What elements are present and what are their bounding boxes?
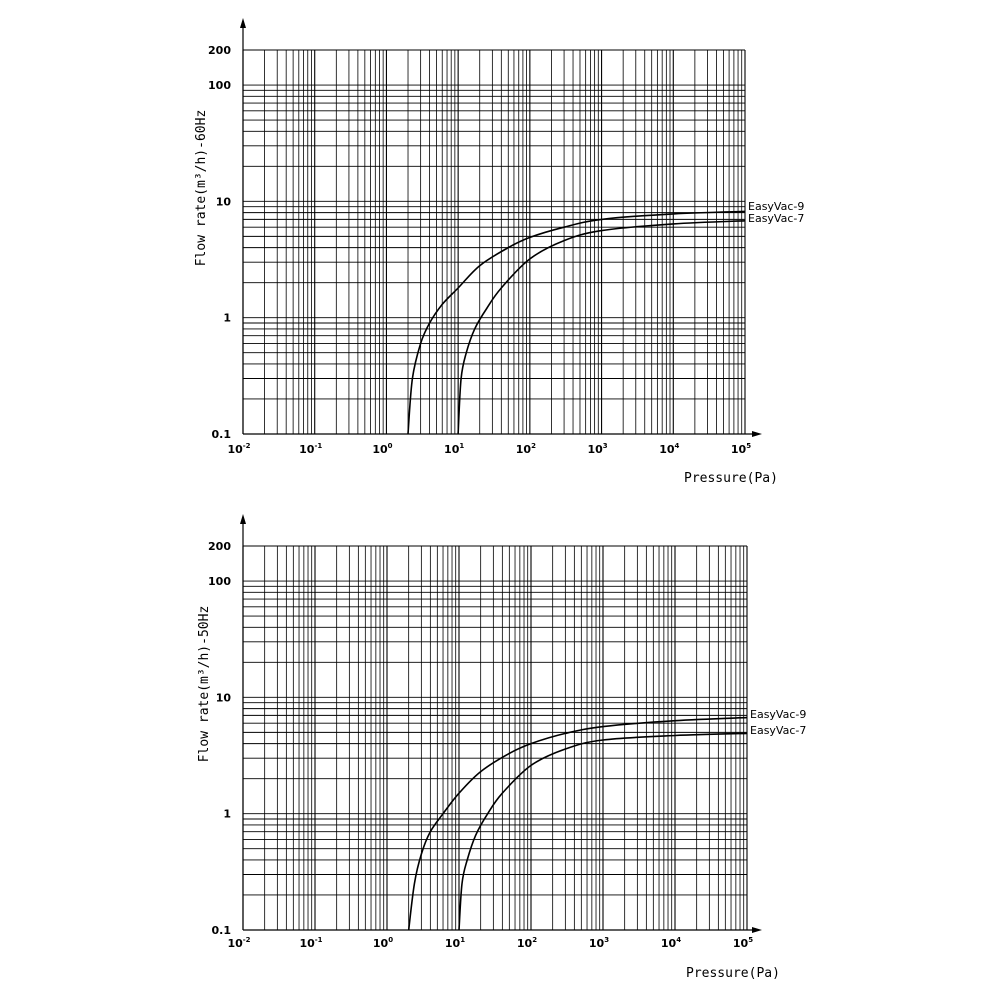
- x-tick-label: 104: [661, 936, 681, 950]
- x-tick-label: 10-1: [299, 936, 322, 950]
- series-label: EasyVac-7: [750, 724, 806, 737]
- grid: [242, 545, 748, 931]
- x-tick-label: 105: [733, 936, 753, 950]
- chart-0: 0.1 1 10 100 200 10-2 10-1 100 101 102 103 104 105 Fl…: [194, 18, 804, 486]
- x-axis-title: Pressure(Pa): [684, 471, 778, 486]
- y-tick-label: 0.1: [212, 924, 232, 937]
- y-axis-arrow-icon: [240, 514, 246, 524]
- y-tick-label: 200: [208, 540, 231, 553]
- y-axis-title: Flow rate(m³/h)-50Hz: [197, 606, 212, 763]
- x-axis-arrow-icon: [752, 927, 762, 933]
- y-tick-label: 1: [223, 312, 231, 325]
- x-tick-label: 102: [517, 936, 537, 950]
- series-line-easyvac-7: [457, 220, 746, 435]
- series-line-easyvac-7: [458, 732, 748, 931]
- grid: [242, 49, 746, 435]
- x-tick-label: 103: [587, 442, 607, 456]
- x-axis-title: Pressure(Pa): [686, 966, 780, 981]
- series-label: EasyVac-7: [748, 212, 804, 225]
- series-line-easyvac-9: [407, 716, 748, 931]
- x-tick-label: 100: [373, 936, 393, 950]
- y-tick-label: 100: [208, 79, 231, 92]
- series-line-easyvac-9: [407, 210, 746, 435]
- y-tick-label: 10: [216, 195, 232, 208]
- x-tick-label: 102: [516, 442, 536, 456]
- y-tick-label: 100: [208, 575, 231, 588]
- y-tick-label: 1: [223, 808, 231, 821]
- chart-1: 0.1 1 10 100 200 10-2 10-1 100 101 102 103 104 105 Fl…: [197, 514, 806, 981]
- y-tick-label: 200: [208, 44, 231, 57]
- x-tick-label: 101: [444, 442, 464, 456]
- x-tick-label: 10-2: [227, 442, 250, 456]
- x-tick-label: 105: [731, 442, 751, 456]
- x-tick-label: 100: [372, 442, 392, 456]
- x-tick-label: 104: [659, 442, 679, 456]
- y-tick-label: 10: [216, 691, 232, 704]
- x-axis-arrow-icon: [752, 431, 762, 437]
- x-tick-label: 10-1: [299, 442, 322, 456]
- y-tick-label: 0.1: [212, 428, 232, 441]
- series-label: EasyVac-9: [748, 200, 804, 213]
- y-axis-arrow-icon: [240, 18, 246, 28]
- x-tick-label: 10-2: [227, 936, 250, 950]
- x-tick-label: 101: [445, 936, 465, 950]
- y-axis-title: Flow rate(m³/h)-60Hz: [194, 110, 209, 267]
- x-tick-label: 103: [589, 936, 609, 950]
- series-label: EasyVac-9: [750, 708, 806, 721]
